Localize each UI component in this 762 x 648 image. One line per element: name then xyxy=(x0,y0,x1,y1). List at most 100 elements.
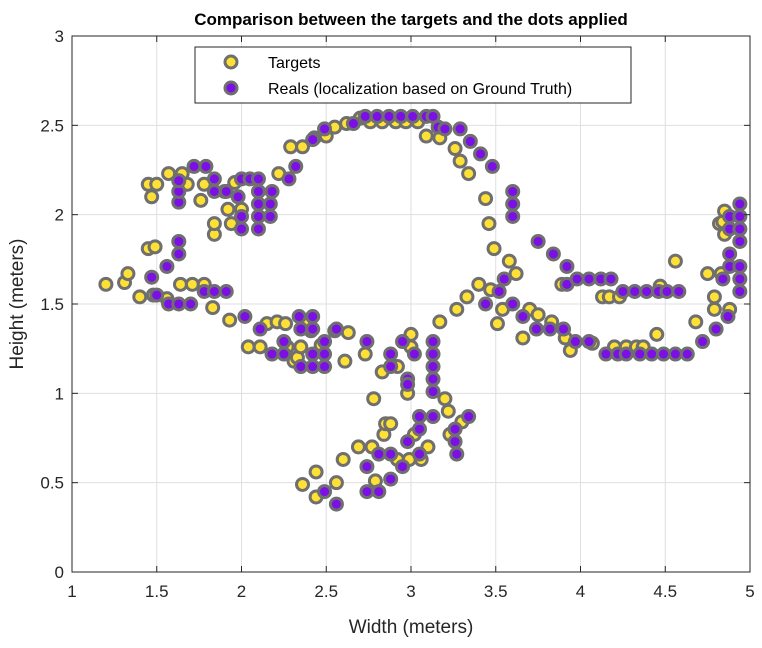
real-point xyxy=(291,309,307,325)
real-point xyxy=(371,484,387,500)
real-point xyxy=(381,108,397,124)
real-point xyxy=(293,359,309,375)
x-tick-label: 3.5 xyxy=(484,582,508,601)
target-point xyxy=(350,439,366,455)
real-point xyxy=(505,196,521,212)
real-point xyxy=(250,171,266,187)
target-point xyxy=(366,391,382,407)
real-point xyxy=(462,133,478,149)
real-point xyxy=(218,283,234,299)
target-point xyxy=(220,201,236,217)
real-point xyxy=(262,208,278,224)
real-point xyxy=(478,296,494,312)
target-point xyxy=(486,241,502,257)
target-point xyxy=(437,391,453,407)
target-point xyxy=(149,176,165,192)
real-point xyxy=(447,434,463,450)
real-point xyxy=(411,446,427,462)
real-point xyxy=(656,346,672,362)
series-reals xyxy=(144,108,748,512)
real-point xyxy=(484,158,500,174)
real-point xyxy=(505,183,521,199)
target-point xyxy=(649,326,665,342)
real-point xyxy=(305,132,321,148)
target-point xyxy=(337,353,353,369)
real-point xyxy=(317,121,333,137)
real-point xyxy=(425,371,441,387)
real-point xyxy=(452,121,468,137)
real-point xyxy=(447,421,463,437)
real-point xyxy=(472,146,488,162)
real-point xyxy=(171,246,187,262)
real-point xyxy=(317,334,333,350)
real-point xyxy=(159,258,175,274)
target-point xyxy=(98,276,114,292)
target-point xyxy=(449,301,465,317)
target-point xyxy=(706,289,722,305)
axis-ticks xyxy=(71,35,751,573)
real-point xyxy=(732,233,748,249)
target-point xyxy=(459,289,475,305)
real-point xyxy=(627,283,643,299)
target-point xyxy=(667,253,683,269)
target-point xyxy=(295,476,311,492)
real-point xyxy=(264,346,280,362)
real-point xyxy=(250,196,266,212)
real-point xyxy=(383,346,399,362)
real-point xyxy=(581,334,597,350)
target-point xyxy=(471,276,487,292)
legend: Targets Reals (localization based on Gro… xyxy=(194,46,632,104)
real-point xyxy=(425,409,441,425)
real-point xyxy=(720,309,736,325)
target-point xyxy=(132,289,148,305)
real-point xyxy=(293,321,309,337)
real-point xyxy=(732,196,748,212)
x-tick-label: 5 xyxy=(745,582,754,601)
real-point xyxy=(569,271,585,287)
real-point xyxy=(383,359,399,375)
real-point xyxy=(198,158,214,174)
target-point xyxy=(418,128,434,144)
real-point xyxy=(171,173,187,189)
real-point xyxy=(149,287,165,303)
real-point xyxy=(252,321,268,337)
real-point xyxy=(144,269,160,285)
real-point xyxy=(395,459,411,475)
real-point xyxy=(505,296,521,312)
y-tick-label: 3 xyxy=(55,27,64,46)
target-point xyxy=(161,166,177,182)
target-point xyxy=(501,253,517,269)
x-tick-label: 4 xyxy=(576,582,585,601)
target-point xyxy=(515,330,531,346)
target-point xyxy=(283,139,299,155)
real-point xyxy=(715,271,731,287)
x-tick-label: 4.5 xyxy=(653,582,677,601)
legend-box xyxy=(194,46,632,104)
target-point xyxy=(440,403,456,419)
x-tick-label: 2 xyxy=(237,582,246,601)
real-point xyxy=(644,346,660,362)
target-point xyxy=(147,239,163,255)
real-point xyxy=(559,258,575,274)
real-point xyxy=(395,334,411,350)
real-point xyxy=(250,183,266,199)
legend-label-reals: Reals (localization based on Ground Trut… xyxy=(268,81,572,98)
real-point xyxy=(393,108,409,124)
real-point xyxy=(618,346,634,362)
real-point xyxy=(491,283,507,299)
real-point xyxy=(437,121,453,137)
real-point xyxy=(603,271,619,287)
real-point xyxy=(732,271,748,287)
real-point xyxy=(171,296,187,312)
real-point xyxy=(250,221,266,237)
legend-marker-targets xyxy=(223,54,239,70)
real-point xyxy=(505,208,521,224)
target-point xyxy=(184,276,200,292)
target-point xyxy=(205,300,221,316)
x-tick-label: 1.5 xyxy=(145,582,169,601)
real-point xyxy=(567,334,583,350)
real-point xyxy=(659,283,675,299)
real-point xyxy=(632,346,648,362)
target-point xyxy=(383,416,399,432)
